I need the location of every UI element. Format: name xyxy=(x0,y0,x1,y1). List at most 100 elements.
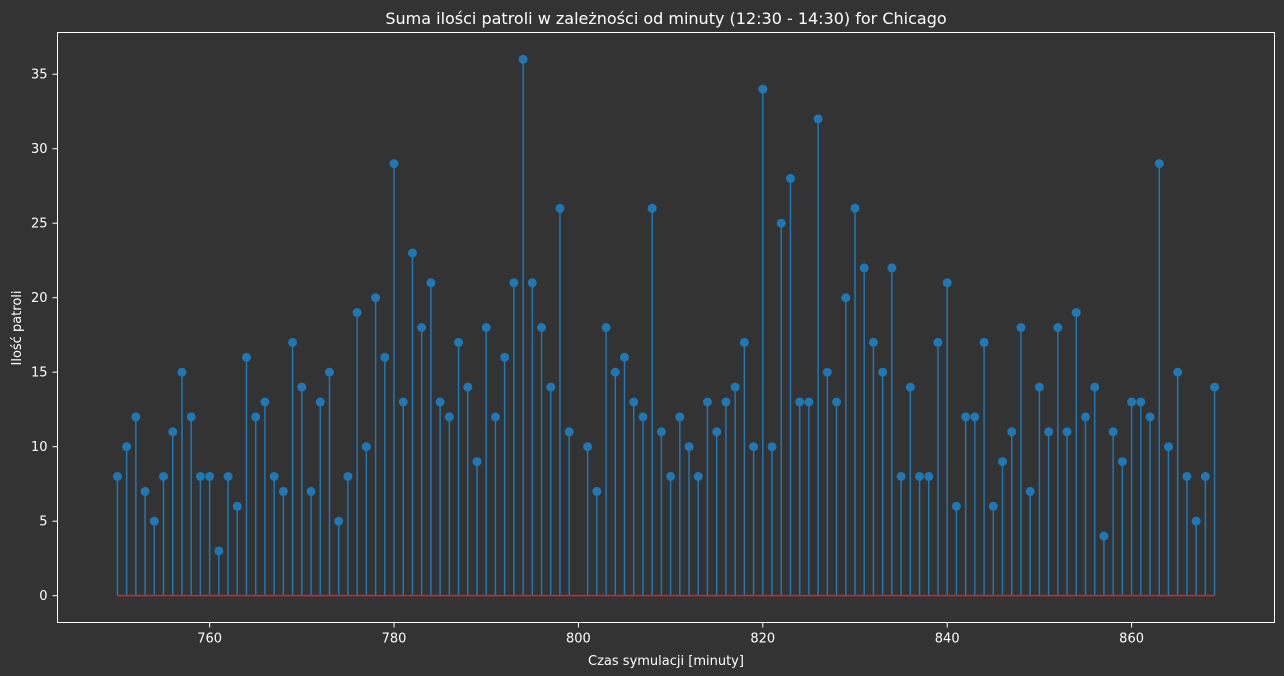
data-point xyxy=(112,471,122,481)
x-axis-label: Czas symulacji [minuty] xyxy=(588,654,744,669)
data-point xyxy=(407,248,417,258)
y-axis: 0 5 10 15 20 25 30 35 xyxy=(31,68,58,604)
data-point xyxy=(610,367,620,377)
x-tick-label: 760 xyxy=(197,632,222,647)
data-point xyxy=(1127,397,1137,407)
data-point xyxy=(693,471,703,481)
data-point xyxy=(905,382,915,392)
data-point xyxy=(1044,427,1054,437)
data-point xyxy=(352,308,362,318)
data-point xyxy=(232,501,242,511)
x-tick-label: 860 xyxy=(1119,632,1144,647)
y-axis-label: Ilość patroli xyxy=(10,290,25,365)
data-point xyxy=(841,293,851,303)
data-point xyxy=(961,412,971,422)
data-point xyxy=(195,471,205,481)
data-point xyxy=(1016,323,1026,332)
data-point xyxy=(758,84,768,94)
data-point xyxy=(564,427,574,437)
data-point xyxy=(343,471,353,481)
data-point xyxy=(813,114,823,124)
data-point xyxy=(269,471,279,481)
data-point xyxy=(896,471,906,481)
data-point xyxy=(537,323,547,332)
data-point xyxy=(739,337,749,347)
data-point xyxy=(223,471,233,481)
data-point xyxy=(666,471,676,481)
data-point xyxy=(1145,412,1155,422)
y-tick-label: 15 xyxy=(31,366,48,381)
data-point xyxy=(454,337,464,347)
data-point xyxy=(832,397,842,407)
data-point xyxy=(850,203,860,213)
data-point xyxy=(915,471,925,481)
x-tick-label: 800 xyxy=(566,632,591,647)
y-tick-label: 5 xyxy=(39,515,47,530)
data-point xyxy=(785,174,795,184)
data-point xyxy=(1117,457,1127,467)
data-point xyxy=(389,159,399,169)
plot-frame xyxy=(57,32,1275,623)
data-point xyxy=(1034,382,1044,392)
data-point xyxy=(177,367,187,377)
data-point xyxy=(1108,427,1118,437)
data-point xyxy=(776,218,786,228)
data-point xyxy=(398,397,408,407)
x-tick-label: 780 xyxy=(382,632,407,647)
data-point xyxy=(1191,516,1201,526)
data-point xyxy=(592,486,602,496)
data-point xyxy=(260,397,270,407)
data-point xyxy=(712,427,722,437)
data-point xyxy=(979,337,989,347)
data-point xyxy=(334,516,344,526)
data-point xyxy=(1200,471,1210,481)
data-point xyxy=(122,442,132,452)
data-point xyxy=(638,412,648,422)
data-point xyxy=(795,397,805,407)
data-point xyxy=(361,442,371,452)
data-point xyxy=(242,352,252,362)
data-point xyxy=(1136,397,1146,407)
data-point xyxy=(527,278,537,288)
data-point xyxy=(767,442,777,452)
data-point xyxy=(942,278,952,288)
data-point xyxy=(555,203,565,213)
data-point xyxy=(315,397,325,407)
data-point xyxy=(868,337,878,347)
data-point xyxy=(1210,382,1220,392)
data-point xyxy=(675,412,685,422)
y-tick-label: 10 xyxy=(31,440,48,455)
data-point xyxy=(1173,367,1183,377)
data-point xyxy=(1182,471,1192,481)
plot-area xyxy=(112,54,1220,597)
data-point xyxy=(1090,382,1100,392)
data-point xyxy=(629,397,639,407)
data-point xyxy=(1154,159,1164,169)
data-point xyxy=(924,471,934,481)
data-point xyxy=(721,397,731,407)
data-point xyxy=(251,412,261,422)
data-point xyxy=(288,337,298,347)
data-point xyxy=(481,323,491,332)
data-point xyxy=(426,278,436,288)
data-point xyxy=(647,203,657,213)
data-point xyxy=(324,367,334,377)
data-point xyxy=(472,457,482,467)
data-point xyxy=(970,412,980,422)
data-point xyxy=(620,352,630,362)
data-point xyxy=(988,501,998,511)
data-point xyxy=(822,367,832,377)
data-point xyxy=(205,471,215,481)
data-point xyxy=(509,278,519,288)
data-point xyxy=(149,516,159,526)
data-point xyxy=(444,412,454,422)
data-point xyxy=(933,337,943,347)
data-point xyxy=(1007,427,1017,437)
data-point xyxy=(159,471,169,481)
data-point xyxy=(656,427,666,437)
data-point xyxy=(804,397,814,407)
data-point xyxy=(186,412,196,422)
data-point xyxy=(546,382,556,392)
x-tick-label: 820 xyxy=(750,632,775,647)
